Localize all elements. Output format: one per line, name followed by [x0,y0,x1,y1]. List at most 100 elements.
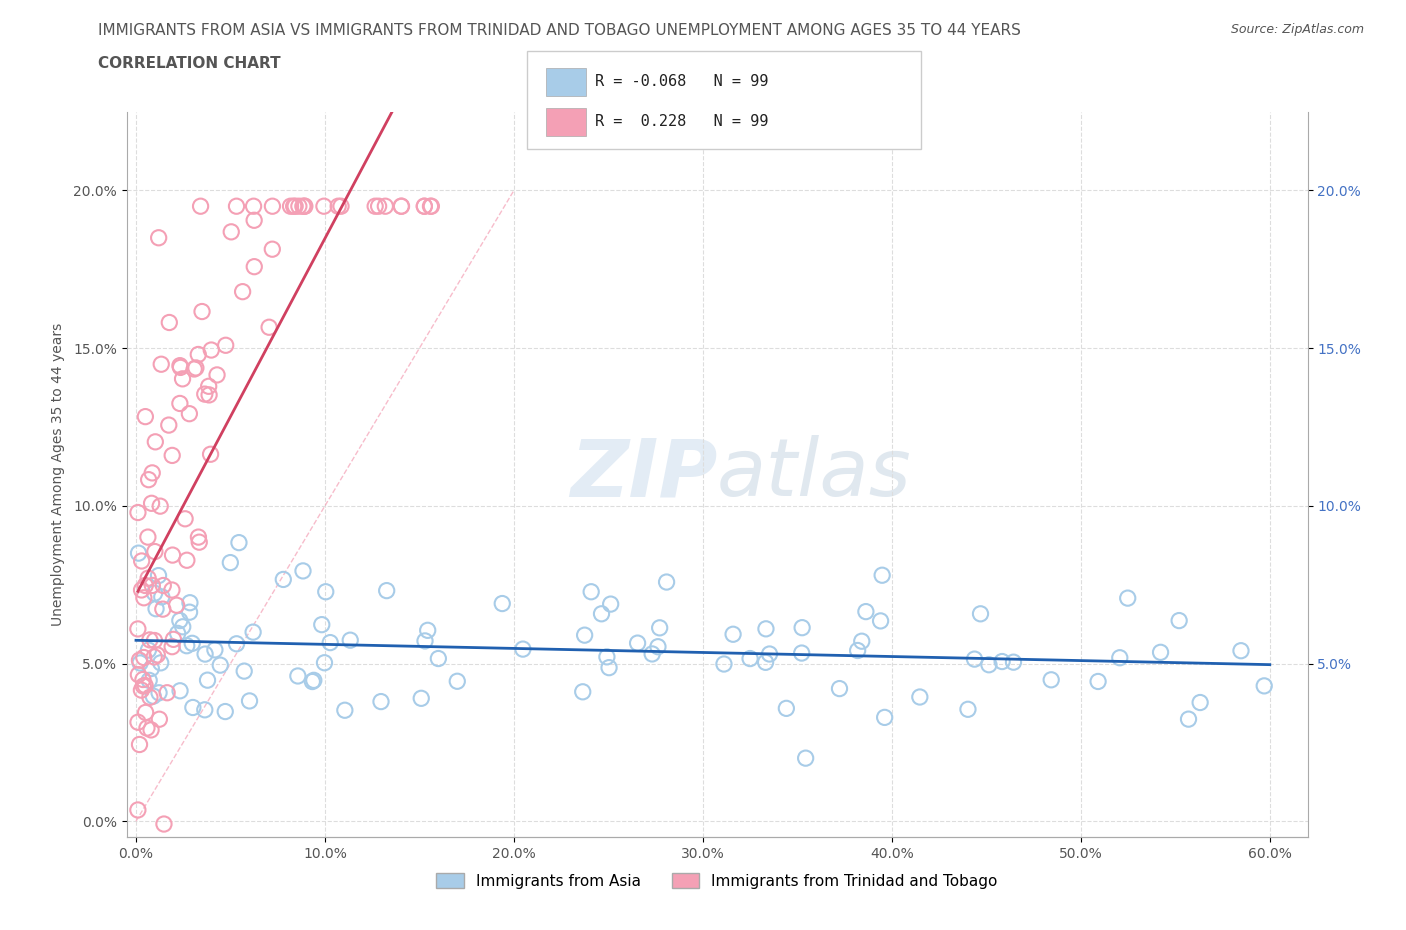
Point [413,199,436,214]
Point [141,496,163,511]
Point [169,684,191,698]
Point [790,645,813,660]
Text: atlas: atlas [717,435,912,513]
Point [143,586,166,601]
Point [319,635,342,650]
Point [969,606,991,621]
Point [169,360,191,375]
Point [194,702,217,717]
Point [141,578,163,593]
Point [851,633,873,648]
Point [262,242,284,257]
Point [169,396,191,411]
Point [141,465,163,480]
Point [143,544,166,559]
Point [157,315,180,330]
Point [284,199,307,214]
Point [139,723,162,737]
Point [427,651,450,666]
Point [364,199,387,214]
Point [153,817,176,831]
Point [1168,613,1191,628]
Point [148,568,170,583]
Point [205,367,228,382]
Text: R = -0.068   N = 99: R = -0.068 N = 99 [595,73,768,89]
Point [713,657,735,671]
Point [755,655,778,670]
Point [143,434,166,449]
Text: R =  0.228   N = 99: R = 0.228 N = 99 [595,113,768,128]
Point [330,199,353,214]
Point [302,673,325,688]
Point [150,590,173,604]
Point [172,619,194,634]
Point [1116,591,1139,605]
Point [315,584,337,599]
Point [134,409,156,424]
Point [131,582,153,597]
Point [420,199,443,214]
Point [172,371,194,386]
Point [375,583,398,598]
Point [311,618,333,632]
Point [194,646,217,661]
Point [233,664,256,679]
Point [188,535,211,550]
Point [183,362,205,377]
Point [200,446,222,461]
Text: ZIP: ZIP [569,435,717,513]
Point [287,669,309,684]
Point [655,575,678,590]
Point [641,646,664,661]
Point [242,625,264,640]
Point [333,703,356,718]
Point [908,689,931,704]
Point [367,199,389,214]
Point [160,582,183,597]
Point [1253,678,1275,693]
Point [579,584,602,599]
Point [574,628,596,643]
Point [413,199,436,214]
Point [370,694,392,709]
Point [294,199,316,214]
Point [283,199,305,214]
Point [291,199,314,214]
Point [491,596,513,611]
Point [214,704,236,719]
Point [127,803,149,817]
Point [149,656,172,671]
Point [131,683,153,698]
Point [225,636,247,651]
Point [160,448,183,463]
Point [166,626,188,641]
Point [132,679,155,694]
Point [288,199,311,214]
Point [156,685,179,700]
Point [152,602,174,617]
Point [1230,644,1253,658]
Point [197,379,219,393]
Point [419,199,441,214]
Point [1189,695,1212,710]
Point [257,320,280,335]
Point [187,347,209,362]
Point [160,639,183,654]
Point [271,572,294,587]
Point [128,737,150,752]
Point [1108,650,1130,665]
Point [1002,655,1025,670]
Point [571,684,593,699]
Point [138,643,160,658]
Text: Source: ZipAtlas.com: Source: ZipAtlas.com [1230,23,1364,36]
Point [204,643,226,658]
Point [179,604,201,619]
Point [145,602,167,617]
Point [134,578,156,593]
Point [292,564,315,578]
Point [162,631,184,646]
Point [148,231,170,246]
Point [596,649,619,664]
Point [169,358,191,373]
Point [956,702,979,717]
